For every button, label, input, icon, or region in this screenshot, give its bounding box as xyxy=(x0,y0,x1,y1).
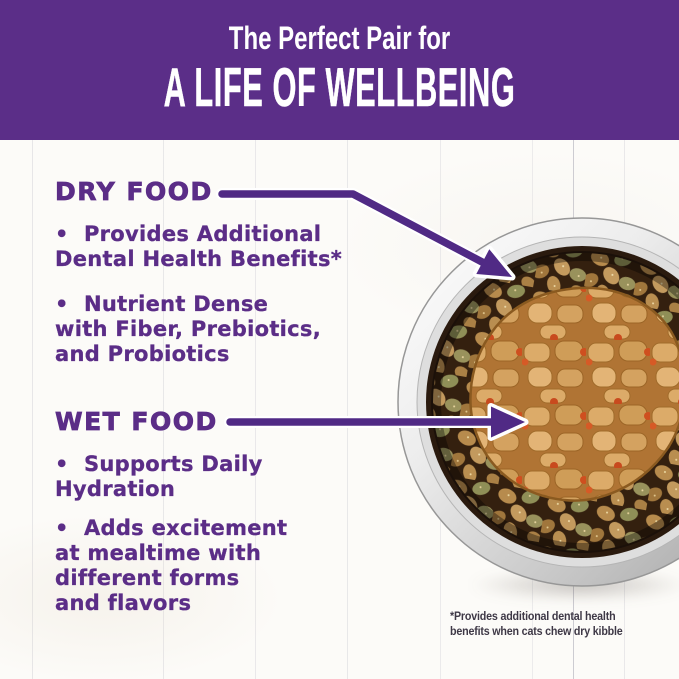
bullet-line: • Supports Daily xyxy=(55,452,263,476)
wet-food-bullet-2: • Adds excitement at mealtime with diffe… xyxy=(55,516,287,616)
footnote: *Provides additional dental health benef… xyxy=(450,610,623,639)
bullet-line: different forms xyxy=(55,566,240,590)
bullet-line: • Nutrient Dense xyxy=(55,292,269,316)
dry-food-bullet-2: • Nutrient Dense with Fiber, Prebiotics,… xyxy=(55,292,342,367)
food-bowl-photo xyxy=(397,217,679,587)
footnote-line: benefits when cats chew dry kibble xyxy=(450,625,623,638)
dry-food-bullets: • Provides Additional Dental Health Bene… xyxy=(55,222,342,367)
footnote-line: *Provides additional dental health xyxy=(450,611,616,623)
dry-food-section: DRY FOOD • Provides Additional Dental He… xyxy=(55,177,342,387)
bullet-line: • Adds excitement xyxy=(55,516,288,540)
bullet-line: and flavors xyxy=(55,591,192,615)
bullet-line: and Probiotics xyxy=(55,342,230,366)
header-eyebrow: The Perfect Pair for xyxy=(228,20,451,56)
bullet-line: at mealtime with xyxy=(55,541,262,565)
bullet-line: • Provides Additional xyxy=(55,222,322,246)
wet-food-title: WET FOOD xyxy=(55,407,218,436)
header-banner: The Perfect Pair for A LIFE OF WELLBEING xyxy=(0,0,679,140)
dry-food-title: DRY FOOD xyxy=(55,177,213,206)
wet-food-bullet-1: • Supports Daily Hydration xyxy=(55,452,287,502)
wet-food-section: WET FOOD • Supports Daily Hydration • Ad… xyxy=(55,407,288,636)
content-area: DRY FOOD • Provides Additional Dental He… xyxy=(0,140,679,679)
wet-food-center xyxy=(469,286,679,502)
wet-food-bullets: • Supports Daily Hydration • Adds excite… xyxy=(55,452,287,616)
bullet-line: Hydration xyxy=(55,477,176,501)
bullet-line: Dental Health Benefits* xyxy=(55,247,343,271)
bullet-line: with Fiber, Prebiotics, xyxy=(55,317,321,341)
header-title: A LIFE OF WELLBEING xyxy=(163,56,516,118)
dry-food-bullet-1: • Provides Additional Dental Health Bene… xyxy=(55,222,342,272)
